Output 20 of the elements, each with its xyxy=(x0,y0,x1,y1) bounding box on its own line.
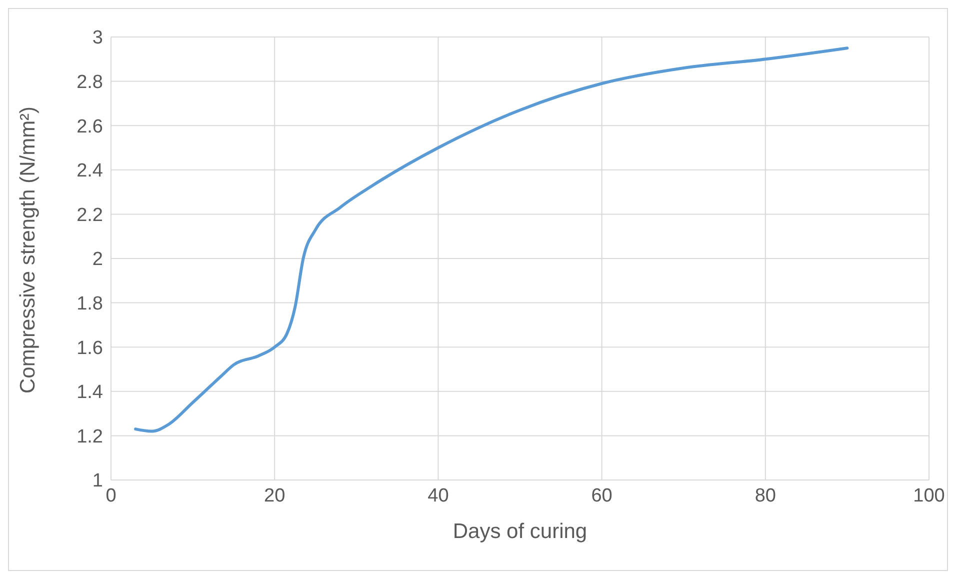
x-tick-label: 100 xyxy=(913,485,945,506)
y-tick-label: 2.4 xyxy=(76,160,104,182)
x-tick-label: 80 xyxy=(754,485,776,506)
y-tick-label: 1.8 xyxy=(76,294,103,315)
x-tick-label: 40 xyxy=(428,485,449,506)
y-axis-title: Compressive strength (N/mm²) xyxy=(16,106,40,394)
x-axis-title: Days of curing xyxy=(452,520,588,543)
y-tick-label: 1.2 xyxy=(76,426,103,448)
y-tick-label: 2.2 xyxy=(76,204,103,226)
y-tick-label: 1.6 xyxy=(76,338,103,359)
y-tick-label: 2.6 xyxy=(76,116,103,138)
line-series xyxy=(134,46,849,433)
y-tick-label: 1 xyxy=(92,470,103,492)
y-tick-label: 3 xyxy=(92,28,103,49)
x-tick-label: 0 xyxy=(106,485,116,506)
y-tick-label: 2 xyxy=(92,249,103,270)
x-tick-label: 60 xyxy=(591,485,612,506)
y-tick-label: 1.4 xyxy=(76,382,104,404)
x-tick-label: 20 xyxy=(264,485,286,506)
y-tick-label: 2.8 xyxy=(76,72,103,94)
